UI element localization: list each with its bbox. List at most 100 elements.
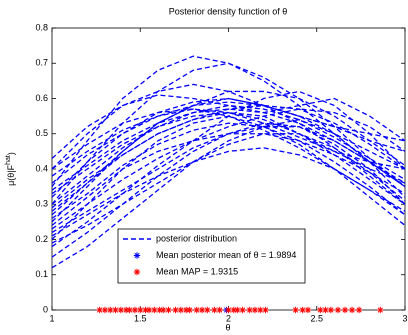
star-stroke: [160, 307, 166, 313]
star-stroke: [356, 307, 362, 313]
star-stroke: [146, 307, 152, 313]
density-curve: [51, 55, 406, 188]
x-tick-label: 2.5: [310, 313, 323, 323]
star-stroke: [137, 307, 143, 313]
density-curve: [51, 122, 406, 258]
density-curve: [51, 133, 406, 226]
star-stroke: [349, 307, 355, 313]
star-stroke: [262, 307, 269, 313]
legend-map-marker: [133, 268, 141, 276]
y-tick-label: 0.1: [35, 269, 48, 279]
star-stroke: [187, 307, 193, 313]
map-point: [131, 306, 139, 314]
star-stroke: [335, 307, 341, 313]
y-label-end: ): [6, 152, 16, 155]
map-point: [234, 306, 241, 314]
map-point: [239, 306, 246, 314]
density-curve: [51, 111, 406, 195]
map-point: [377, 306, 384, 314]
y-tick-label: 0.4: [35, 163, 48, 173]
density-curve: [51, 115, 406, 240]
y-tick-label: 0.8: [35, 22, 48, 32]
y-tick-label: 0.2: [35, 234, 48, 244]
map-point: [225, 306, 232, 314]
star-stroke: [234, 307, 240, 313]
map-point: [251, 306, 259, 314]
density-curve: [51, 147, 406, 237]
map-point: [355, 306, 363, 314]
y-tick-label: 0.3: [35, 199, 48, 209]
density-curve: [51, 111, 406, 212]
map-point: [327, 306, 335, 314]
star-stroke: [178, 307, 184, 313]
star-stroke: [247, 307, 253, 313]
y-label-sup: hat: [5, 155, 12, 165]
density-curve: [51, 108, 406, 212]
star-stroke: [151, 307, 157, 313]
legend-label: Mean posterior mean of θ = 1.9894: [156, 250, 296, 260]
star-stroke: [252, 307, 258, 313]
star-stroke: [328, 307, 334, 313]
density-curve: [51, 94, 406, 159]
x-tick-label: 2: [226, 313, 231, 323]
y-label-text: μ(θ|F: [6, 164, 16, 186]
density-curve: [51, 97, 406, 198]
density-curve: [51, 90, 406, 216]
density-curve: [51, 108, 406, 230]
map-point: [348, 306, 356, 314]
star-stroke: [211, 307, 217, 313]
star-stroke: [199, 307, 205, 313]
map-point: [165, 306, 172, 314]
star-stroke: [165, 307, 172, 313]
star-stroke: [107, 307, 113, 313]
map-point: [341, 306, 349, 314]
y-tick-label: 0.6: [35, 93, 48, 103]
star-stroke: [305, 307, 311, 313]
density-curve: [51, 118, 406, 269]
map-point: [216, 306, 223, 314]
density-curve: [51, 104, 406, 209]
density-curve: [51, 104, 406, 205]
star-stroke: [240, 307, 246, 313]
map-point: [334, 306, 342, 314]
y-tick-label: 0: [43, 304, 48, 314]
y-tick-label: 0.7: [35, 58, 48, 68]
star-stroke: [172, 307, 179, 313]
map-point: [186, 306, 193, 314]
legend-mean-marker: [133, 252, 141, 259]
density-curve: [51, 101, 406, 184]
map-point: [292, 306, 299, 314]
star-stroke: [257, 307, 263, 313]
star-stroke: [322, 307, 329, 313]
map-point: [137, 306, 144, 314]
star-stroke: [118, 307, 124, 313]
star-stroke: [132, 307, 138, 313]
star-stroke: [225, 307, 232, 313]
x-tick-label: 1.5: [134, 313, 147, 323]
legend-label: Mean MAP = 1.9315: [156, 266, 238, 276]
star-stroke: [342, 307, 348, 313]
map-point: [204, 306, 211, 314]
star-stroke: [134, 269, 140, 275]
star-stroke: [134, 252, 140, 259]
legend-label: posterior distribution: [156, 233, 237, 243]
star-stroke: [377, 307, 383, 313]
star-stroke: [300, 307, 306, 313]
star-stroke: [292, 307, 299, 313]
x-tick-label: 1: [49, 313, 54, 323]
star-stroke: [97, 307, 103, 313]
x-axis-label: θ: [225, 322, 230, 332]
chart-title: Posterior density function of θ: [169, 6, 288, 16]
star-stroke: [112, 307, 119, 313]
y-tick-label: 0.5: [35, 128, 48, 138]
density-curve: [51, 83, 406, 170]
density-curve: [51, 122, 406, 219]
star-stroke: [102, 307, 108, 313]
density-curve: [51, 133, 406, 244]
star-stroke: [217, 307, 223, 313]
density-curve: [51, 108, 406, 191]
legend-box: [117, 228, 306, 284]
x-tick-label: 3: [402, 313, 407, 323]
star-stroke: [317, 307, 323, 313]
